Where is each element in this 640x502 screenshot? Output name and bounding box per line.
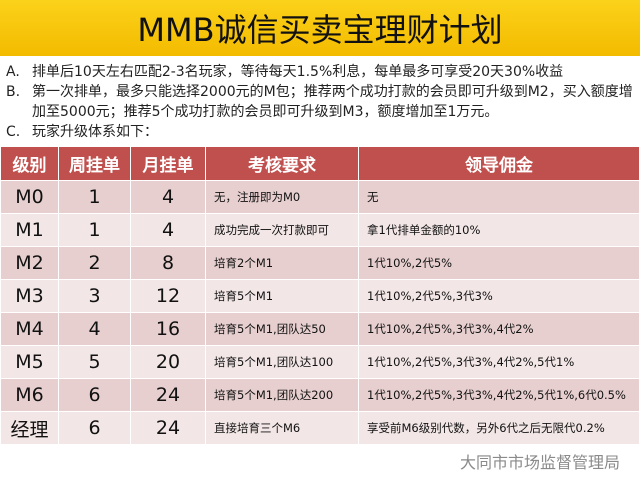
cell-requirement: 成功完成一次打款即可 bbox=[205, 213, 359, 247]
cell-level: M4 bbox=[0, 312, 59, 346]
header-monthly: 月挂单 bbox=[130, 146, 206, 181]
cell-level: M0 bbox=[0, 180, 59, 214]
intro-text: 第一次排单，最多只能选择2000元的M包；推荐两个成功打款的会员即可升级到M2，… bbox=[32, 84, 633, 120]
cell-weekly: 4 bbox=[58, 312, 131, 346]
cell-monthly: 16 bbox=[130, 312, 206, 346]
page-title: MMB诚信买卖宝理财计划 bbox=[0, 0, 640, 56]
table-row: M4 4 16 培育5个M1,团队达50 1代10%,2代5%,3代3%,4代2% bbox=[0, 312, 640, 346]
table-row: M1 1 4 成功完成一次打款即可 拿1代排单金额的10% bbox=[0, 213, 640, 247]
cell-level: 经理 bbox=[0, 411, 59, 445]
cell-level: M2 bbox=[0, 246, 59, 280]
cell-monthly: 20 bbox=[130, 345, 206, 379]
cell-weekly: 1 bbox=[58, 213, 131, 247]
cell-weekly: 1 bbox=[58, 180, 131, 214]
table-row: M5 5 20 培育5个M1,团队达100 1代10%,2代5%,3代3%,4代2%,5… bbox=[0, 345, 640, 379]
cell-requirement: 培育5个M1,团队达100 bbox=[205, 345, 359, 379]
cell-requirement: 培育5个M1,团队达200 bbox=[205, 378, 359, 412]
cell-requirement: 培育2个M1 bbox=[205, 246, 359, 280]
cell-commission: 1代10%,2代5% bbox=[358, 246, 640, 280]
cell-weekly: 3 bbox=[58, 279, 131, 313]
cell-monthly: 4 bbox=[130, 180, 206, 214]
table-row: M0 1 4 无，注册即为M0 无 bbox=[0, 180, 640, 214]
table-row: 经理 6 24 直接培育三个M6 享受前M6级别代数，另外6代之后无限代0.2% bbox=[0, 411, 640, 445]
cell-commission: 1代10%,2代5%,3代3% bbox=[358, 279, 640, 313]
intro-item-b: B. 第一次排单，最多只能选择2000元的M包；推荐两个成功打款的会员即可升级到M… bbox=[6, 82, 634, 122]
intro-key: B. bbox=[6, 84, 21, 100]
cell-monthly: 8 bbox=[130, 246, 206, 280]
cell-monthly: 4 bbox=[130, 213, 206, 247]
intro-key: A. bbox=[6, 64, 20, 80]
cell-commission: 1代10%,2代5%,3代3%,4代2% bbox=[358, 312, 640, 346]
header-level: 级别 bbox=[0, 146, 59, 181]
cell-monthly: 24 bbox=[130, 411, 206, 445]
cell-weekly: 5 bbox=[58, 345, 131, 379]
cell-weekly: 6 bbox=[58, 378, 131, 412]
cell-level: M5 bbox=[0, 345, 59, 379]
intro-list: A. 排单后10天左右匹配2-3名玩家，等待每天1.5%利息，每单最多可享受20天… bbox=[0, 56, 640, 146]
cell-weekly: 2 bbox=[58, 246, 131, 280]
cell-commission: 无 bbox=[358, 180, 640, 214]
cell-commission: 享受前M6级别代数，另外6代之后无限代0.2% bbox=[358, 411, 640, 445]
cell-commission: 1代10%,2代5%,3代3%,4代2%,5代1%,6代0.5% bbox=[358, 378, 640, 412]
cell-monthly: 24 bbox=[130, 378, 206, 412]
table-row: M3 3 12 培育5个M1 1代10%,2代5%,3代3% bbox=[0, 279, 640, 313]
cell-commission: 1代10%,2代5%,3代3%,4代2%,5代1% bbox=[358, 345, 640, 379]
intro-item-c: C. 玩家升级体系如下： bbox=[6, 122, 634, 142]
cell-level: M1 bbox=[0, 213, 59, 247]
intro-text: 玩家升级体系如下： bbox=[32, 124, 158, 140]
cell-commission: 拿1代排单金额的10% bbox=[358, 213, 640, 247]
cell-requirement: 直接培育三个M6 bbox=[205, 411, 359, 445]
cell-monthly: 12 bbox=[130, 279, 206, 313]
cell-weekly: 6 bbox=[58, 411, 131, 445]
cell-requirement: 培育5个M1 bbox=[205, 279, 359, 313]
header-requirement: 考核要求 bbox=[205, 146, 359, 181]
table-row: M2 2 8 培育2个M1 1代10%,2代5% bbox=[0, 246, 640, 280]
watermark: 大同市市场监督管理局 bbox=[459, 453, 620, 472]
cell-level: M6 bbox=[0, 378, 59, 412]
header-commission: 领导佣金 bbox=[358, 146, 640, 181]
level-table: 级别 周挂单 月挂单 考核要求 领导佣金 M0 1 4 无，注册即为M0 无 M1 1 4 成功… bbox=[0, 146, 640, 445]
intro-item-a: A. 排单后10天左右匹配2-3名玩家，等待每天1.5%利息，每单最多可享受20天… bbox=[6, 62, 634, 82]
intro-key: C. bbox=[6, 124, 21, 140]
cell-requirement: 无，注册即为M0 bbox=[205, 180, 359, 214]
table-row: M6 6 24 培育5个M1,团队达200 1代10%,2代5%,3代3%,4代2%,5… bbox=[0, 378, 640, 412]
intro-text: 排单后10天左右匹配2-3名玩家，等待每天1.5%利息，每单最多可享受20天30… bbox=[32, 64, 564, 80]
header-weekly: 周挂单 bbox=[58, 146, 131, 181]
cell-requirement: 培育5个M1,团队达50 bbox=[205, 312, 359, 346]
cell-level: M3 bbox=[0, 279, 59, 313]
